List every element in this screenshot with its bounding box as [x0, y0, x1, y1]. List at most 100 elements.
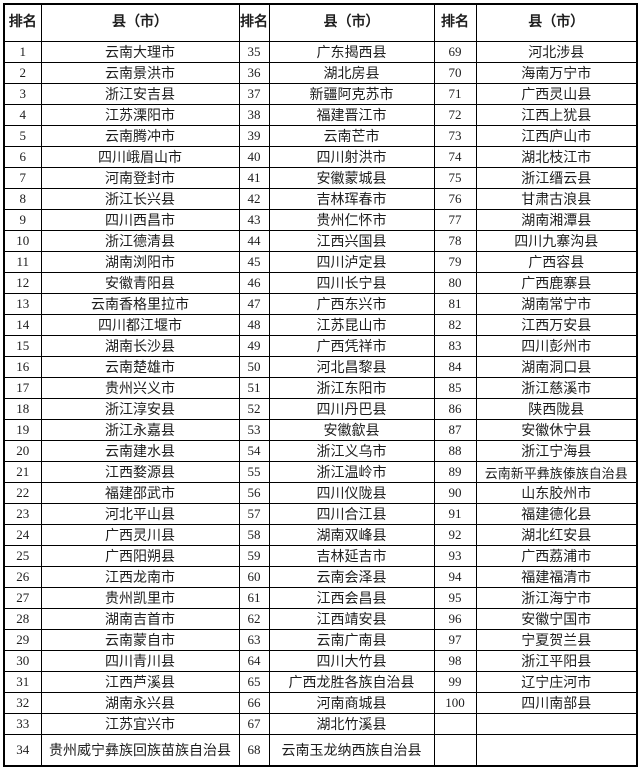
county-cell: 江西上犹县: [475, 104, 638, 126]
county-cell: 陕西陇县: [475, 398, 638, 420]
county-cell: 安徽青阳县: [40, 272, 240, 294]
rank-cell: 71: [433, 83, 477, 105]
county-cell: 四川西昌市: [40, 209, 240, 231]
county-cell: 四川长宁县: [268, 272, 435, 294]
county-cell: 江西靖安县: [268, 608, 435, 630]
county-cell: 湖南双峰县: [268, 524, 435, 546]
county-cell: 甘肃古浪县: [475, 188, 638, 210]
county-cell: 贵州凯里市: [40, 587, 240, 609]
rank-cell: 77: [433, 209, 477, 231]
rank-cell: 20: [3, 440, 42, 462]
rank-cell: 98: [433, 650, 477, 672]
table-row: 17 贵州兴义市 51 浙江东阳市 85 浙江慈溪市: [3, 377, 638, 399]
county-cell: 江苏溧阳市: [40, 104, 240, 126]
rank-cell: 10: [3, 230, 42, 252]
table-row: 13 云南香格里拉市 47 广西东兴市 81 湖南常宁市: [3, 293, 638, 315]
rank-cell: 23: [3, 503, 42, 525]
county-cell: 四川九寨沟县: [475, 230, 638, 252]
rank-cell: 70: [433, 62, 477, 84]
rank-cell: 80: [433, 272, 477, 294]
table-row: 8 浙江长兴县 42 吉林珲春市 76 甘肃古浪县: [3, 188, 638, 210]
rank-cell: 82: [433, 314, 477, 336]
rank-cell: 29: [3, 629, 42, 651]
county-cell: 云南会泽县: [268, 566, 435, 588]
county-cell: 广西灵川县: [40, 524, 240, 546]
county-cell: 浙江海宁市: [475, 587, 638, 609]
rank-cell: 17: [3, 377, 42, 399]
county-cell: 江苏宜兴市: [40, 713, 240, 735]
table-row: 16 云南楚雄市 50 河北昌黎县 84 湖南洞口县: [3, 356, 638, 378]
county-cell: 云南楚雄市: [40, 356, 240, 378]
rank-cell: 76: [433, 188, 477, 210]
rank-cell: 13: [3, 293, 42, 315]
county-cell: 河南登封市: [40, 167, 240, 189]
rank-cell: 89: [433, 461, 477, 483]
rank-cell: 32: [3, 692, 42, 714]
county-cell: 福建邵武市: [40, 482, 240, 504]
county-cell: 广西阳朔县: [40, 545, 240, 567]
county-cell: 湖南浏阳市: [40, 251, 240, 273]
county-cell: 湖南永兴县: [40, 692, 240, 714]
county-cell: 四川都江堰市: [40, 314, 240, 336]
county-cell: 四川南部县: [475, 692, 638, 714]
rank-cell: 85: [433, 377, 477, 399]
county-cell: 安徽歙县: [268, 419, 435, 441]
county-cell: 浙江东阳市: [268, 377, 435, 399]
county-cell: 山东胶州市: [475, 482, 638, 504]
rank-cell: 36: [238, 62, 270, 84]
rank-cell: 3: [3, 83, 42, 105]
rank-header: 排名: [238, 3, 270, 42]
rank-cell: 41: [238, 167, 270, 189]
rank-cell: 95: [433, 587, 477, 609]
county-cell: 云南景洪市: [40, 62, 240, 84]
county-cell: 江西龙南市: [40, 566, 240, 588]
county-cell: 广西凭祥市: [268, 335, 435, 357]
rank-cell: 78: [433, 230, 477, 252]
table-row: 23 河北平山县 57 四川合江县 91 福建德化县: [3, 503, 638, 525]
rank-cell: 75: [433, 167, 477, 189]
rank-cell: 97: [433, 629, 477, 651]
county-cell: 浙江宁海县: [475, 440, 638, 462]
rank-cell: 49: [238, 335, 270, 357]
county-cell: 四川射洪市: [268, 146, 435, 168]
county-cell: 新疆阿克苏市: [268, 83, 435, 105]
county-cell: 广西荔浦市: [475, 545, 638, 567]
county-cell: 四川泸定县: [268, 251, 435, 273]
rank-cell: 93: [433, 545, 477, 567]
county-cell: 贵州威宁彝族回族苗族自治县: [40, 734, 240, 766]
rank-cell: [433, 713, 477, 735]
rank-cell: 9: [3, 209, 42, 231]
county-cell: 海南万宁市: [475, 62, 638, 84]
rank-cell: 12: [3, 272, 42, 294]
county-cell: 浙江平阳县: [475, 650, 638, 672]
county-cell: 浙江慈溪市: [475, 377, 638, 399]
county-cell: 浙江义乌市: [268, 440, 435, 462]
table-row: 2 云南景洪市 36 湖北房县 70 海南万宁市: [3, 62, 638, 84]
rank-cell: 91: [433, 503, 477, 525]
rank-cell: 22: [3, 482, 42, 504]
rank-cell: 63: [238, 629, 270, 651]
county-cell: 云南新平彝族傣族自治县: [475, 461, 638, 483]
rank-cell: 15: [3, 335, 42, 357]
county-cell: 浙江长兴县: [40, 188, 240, 210]
table-row: 7 河南登封市 41 安徽蒙城县 75 浙江缙云县: [3, 167, 638, 189]
table-row: 19 浙江永嘉县 53 安徽歙县 87 安徽休宁县: [3, 419, 638, 441]
county-cell: 江西婺源县: [40, 461, 240, 483]
county-cell: 四川峨眉山市: [40, 146, 240, 168]
table-row: 3 浙江安吉县 37 新疆阿克苏市 71 广西灵山县: [3, 83, 638, 105]
county-cell: 湖南常宁市: [475, 293, 638, 315]
county-cell: 江西庐山市: [475, 125, 638, 147]
table-row: 6 四川峨眉山市 40 四川射洪市 74 湖北枝江市: [3, 146, 638, 168]
county-cell: 云南蒙自市: [40, 629, 240, 651]
rank-cell: 84: [433, 356, 477, 378]
rank-header: 排名: [3, 3, 42, 42]
rank-cell: 88: [433, 440, 477, 462]
county-cell: 江西兴国县: [268, 230, 435, 252]
rank-cell: 72: [433, 104, 477, 126]
table-row: 9 四川西昌市 43 贵州仁怀市 77 湖南湘潭县: [3, 209, 638, 231]
county-header: 县（市）: [475, 3, 638, 42]
county-cell: 福建德化县: [475, 503, 638, 525]
county-cell: 广西东兴市: [268, 293, 435, 315]
rank-cell: 6: [3, 146, 42, 168]
rank-cell: 39: [238, 125, 270, 147]
